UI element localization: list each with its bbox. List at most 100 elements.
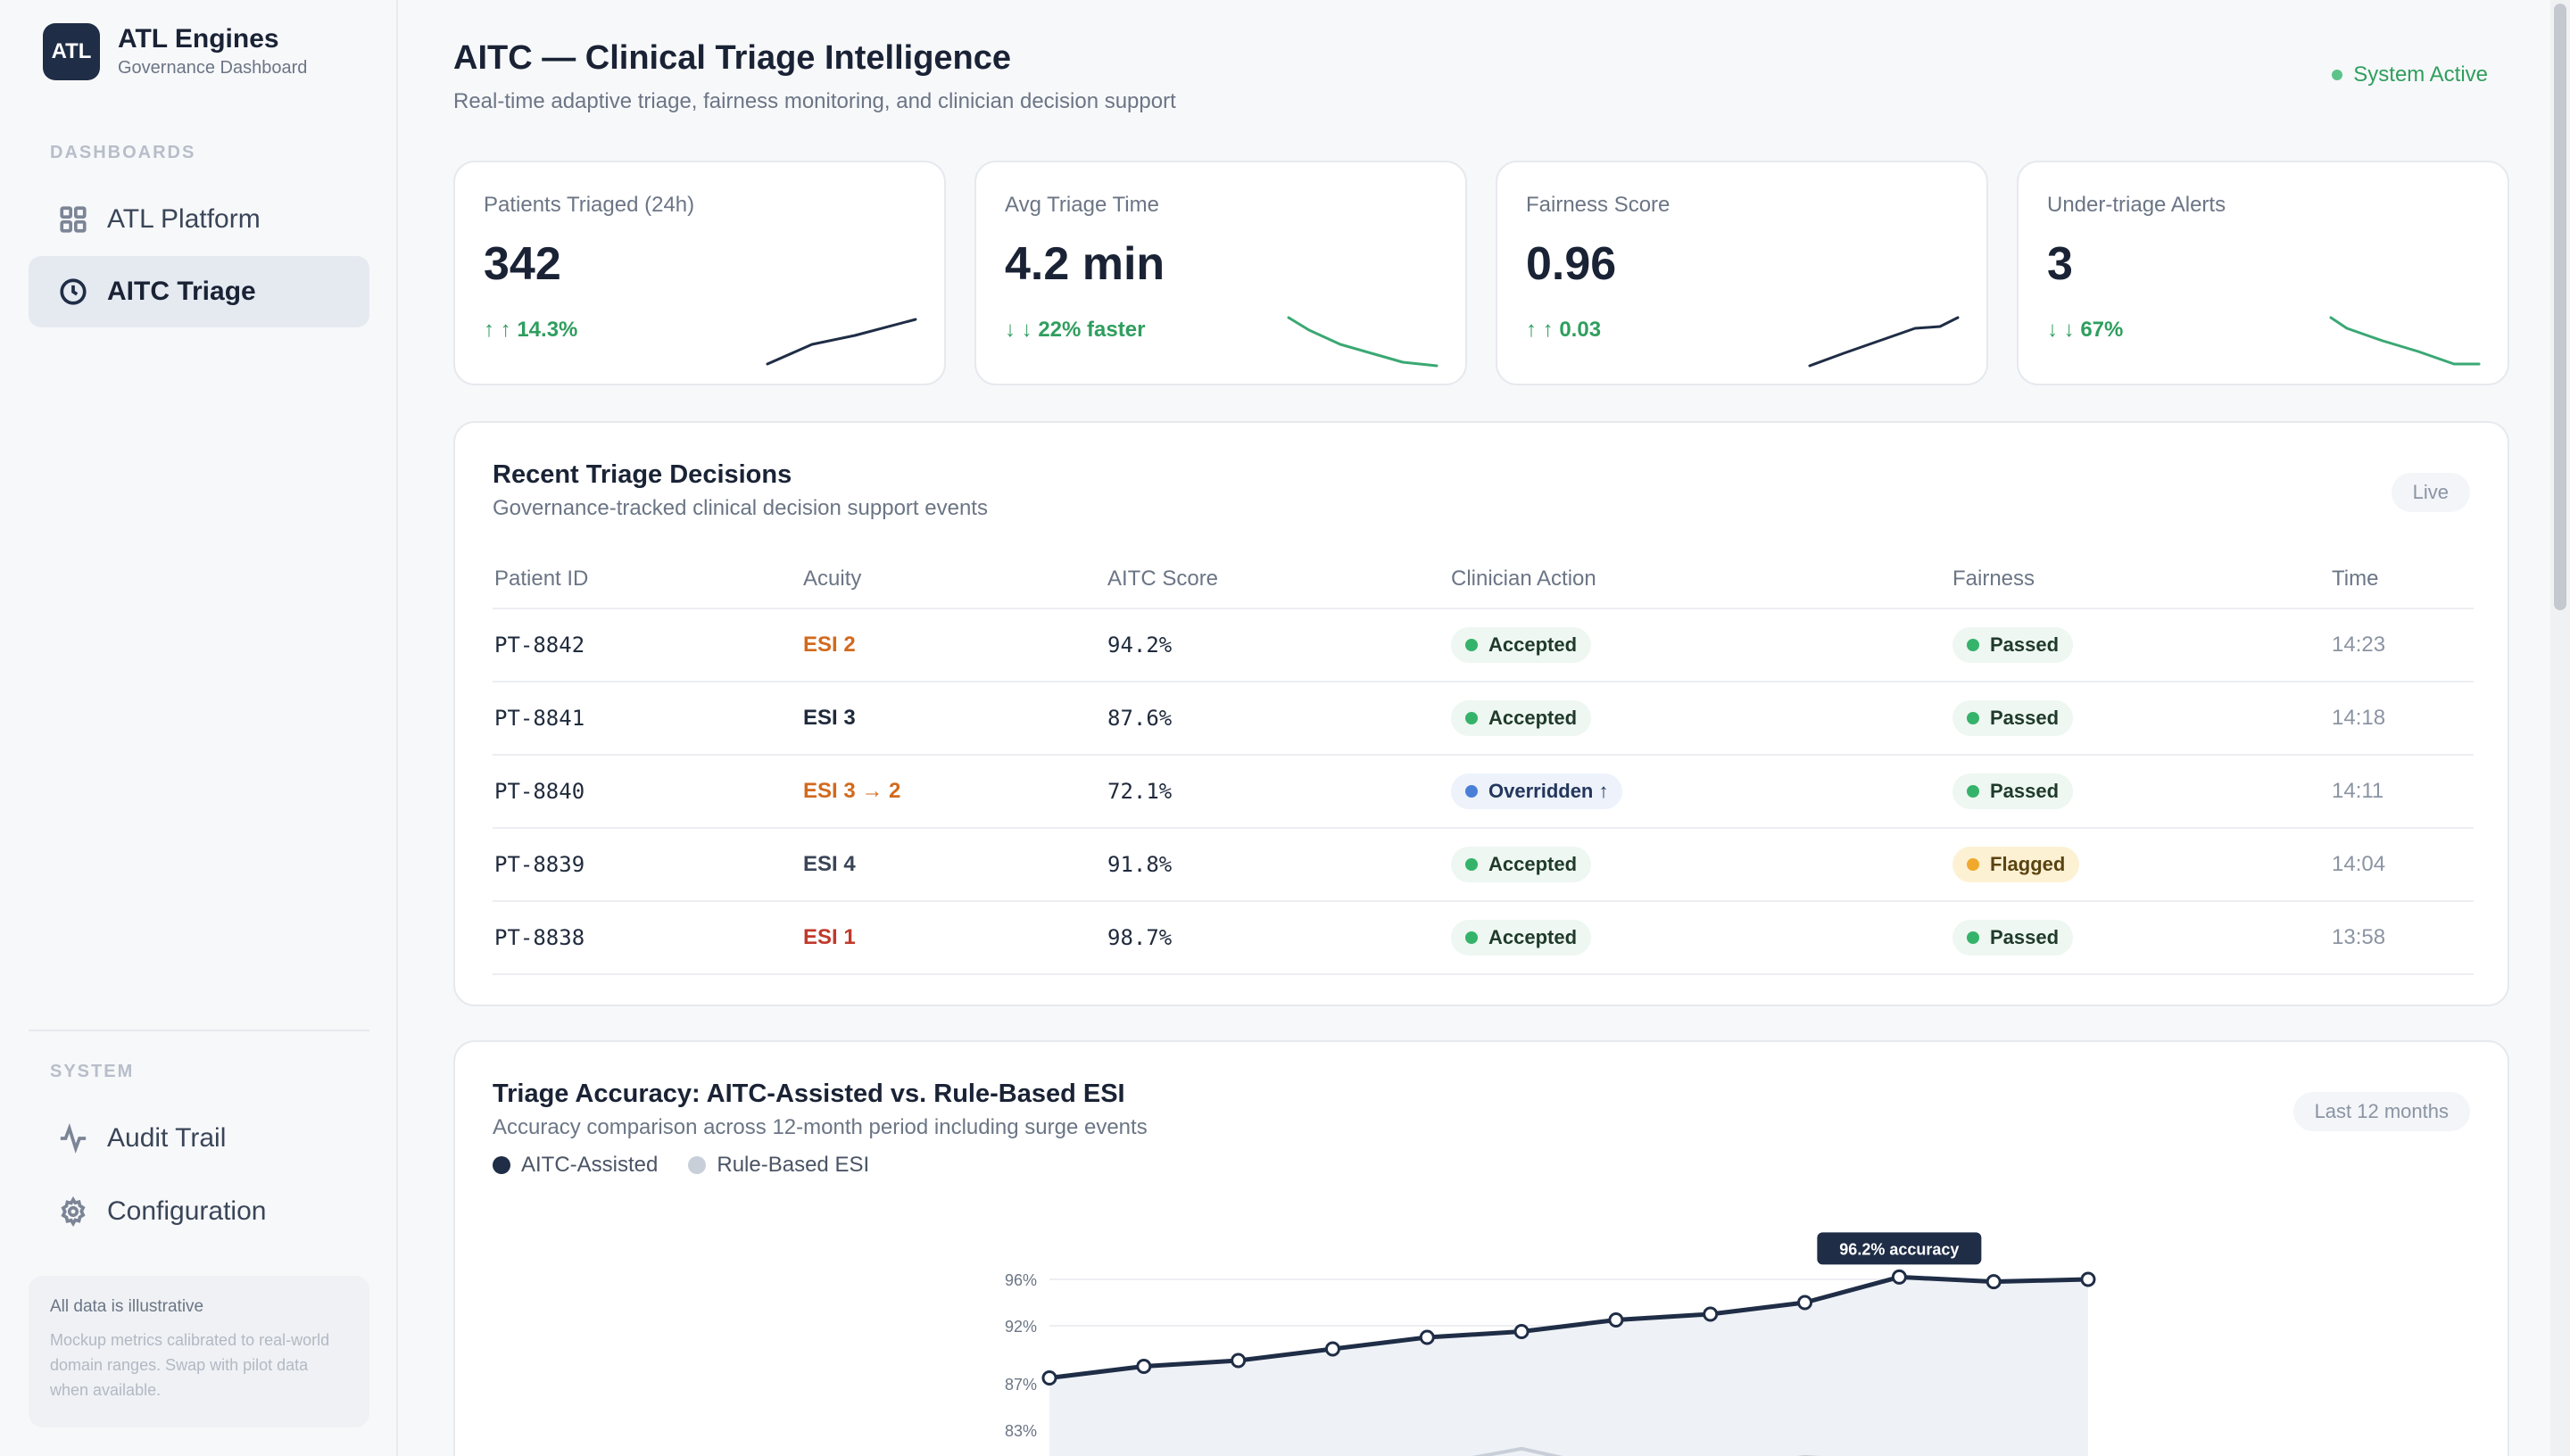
data-point-aitc (1986, 1274, 2002, 1290)
column-header[interactable]: Patient ID (493, 550, 801, 609)
column-header[interactable]: AITC Score (1106, 550, 1449, 609)
kpi-delta: ↓ ↓ 67% (2047, 318, 2124, 342)
column-header[interactable]: Acuity (801, 550, 1106, 609)
aitc-score: 87.6% (1106, 682, 1449, 756)
clinician-action-cell: Accepted (1449, 682, 1951, 756)
y-tick-label: 96% (1005, 1271, 1037, 1289)
sidebar-item-label: AITC Triage (107, 277, 256, 306)
data-point-aitc (1324, 1341, 1340, 1357)
action-label: Accepted (1488, 633, 1578, 656)
patient-id: PT-8840 (493, 755, 801, 829)
fairness-label: Passed (1990, 780, 2060, 802)
aitc-score: 98.7% (1106, 901, 1449, 975)
brand-subtitle: Governance Dashboard (118, 58, 308, 78)
column-header[interactable]: Time (2330, 550, 2474, 609)
table-row[interactable]: PT-8842 ESI 2 94.2% Accepted Passed 14:23 (493, 608, 2474, 682)
table-row[interactable]: PT-8839 ESI 4 91.8% Accepted Flagged 14:04 (493, 828, 2474, 902)
clinician-action-cell: Accepted (1449, 608, 1951, 682)
main-content: AITC — Clinical Triage Intelligence Real… (398, 0, 2570, 1456)
kpi-value: 4.2 min (1005, 238, 1165, 290)
data-point-aitc (1041, 1370, 1057, 1386)
legend-swatch (493, 1156, 510, 1174)
brand[interactable]: ATL ATL Engines Governance Dashboard (43, 23, 307, 80)
sidebar-divider (29, 1030, 369, 1031)
legend-label: AITC-Assisted (521, 1153, 659, 1177)
y-tick-label: 87% (1005, 1376, 1037, 1394)
status-dot-icon (2332, 70, 2343, 80)
data-point-aitc (1891, 1269, 1907, 1285)
sidebar-item-label: Configuration (107, 1196, 267, 1226)
patient-id: PT-8838 (493, 901, 801, 975)
acuity-level: ESI 2 (801, 608, 1106, 682)
legend-label: Rule-Based ESI (717, 1153, 870, 1177)
fairness-badge: Passed (1952, 920, 2074, 956)
table-row[interactable]: PT-8841 ESI 3 87.6% Accepted Passed 14:18 (493, 682, 2474, 756)
patient-id: PT-8842 (493, 608, 801, 682)
action-badge: Accepted (1451, 627, 1592, 663)
kpi-label: Fairness Score (1526, 193, 1670, 217)
kpi-card-patients-triaged[interactable]: Patients Triaged (24h) 342 ↑ ↑ 14.3% (453, 161, 946, 385)
acuity-level: ESI 3 (801, 682, 1106, 756)
fairness-badge: Passed (1952, 774, 2074, 809)
kpi-card-fairness-score[interactable]: Fairness Score 0.96 ↑ ↑ 0.03 (1496, 161, 1988, 385)
fairness-cell: Passed (1951, 901, 2330, 975)
acuity-level: ESI 4 (801, 828, 1106, 902)
kpi-value: 342 (484, 238, 561, 290)
status-dot-icon (1967, 931, 1979, 944)
fairness-badge: Flagged (1952, 847, 2080, 882)
decision-time: 14:11 (2330, 755, 2474, 829)
fairness-label: Flagged (1990, 853, 2066, 875)
sidebar-item-configuration[interactable]: Configuration (29, 1176, 369, 1247)
acuity-level: ESI 3 → 2 (801, 755, 1106, 829)
aitc-area (1049, 1277, 2088, 1456)
patient-id: PT-8839 (493, 828, 801, 902)
fairness-label: Passed (1990, 707, 2060, 729)
clinician-action-cell: Accepted (1449, 901, 1951, 975)
sidebar-item-audit-trail[interactable]: Audit Trail (29, 1103, 369, 1174)
note-title: All data is illustrative (50, 1297, 204, 1316)
tooltip-box (1817, 1232, 1982, 1265)
note-body: Mockup metrics calibrated to real-world … (50, 1331, 330, 1399)
action-label: Accepted (1488, 853, 1578, 875)
scrollbar[interactable] (2550, 0, 2570, 1456)
aitc-score: 94.2% (1106, 608, 1449, 682)
table-row[interactable]: PT-8838 ESI 1 98.7% Accepted Passed 13:58 (493, 901, 2474, 975)
status-dot-icon (1465, 858, 1478, 871)
table-row[interactable]: PT-8840 ESI 3 → 2 72.1% Overridden ↑ Passed 1… (493, 755, 2474, 829)
column-header[interactable]: Fairness (1951, 550, 2330, 609)
sparkline-down (2329, 316, 2481, 366)
kpi-value: 3 (2047, 238, 2073, 290)
clock-icon (57, 276, 89, 308)
legend-item-aitc[interactable]: AITC-Assisted (493, 1153, 658, 1178)
acuity-level: ESI 1 (801, 901, 1106, 975)
status-dot-icon (1967, 639, 1979, 651)
legend-swatch (688, 1156, 707, 1174)
decision-time: 14:04 (2330, 828, 2474, 902)
kpi-card-under-triage-alerts[interactable]: Under-triage Alerts 3 ↓ ↓ 67% (2017, 161, 2509, 385)
kpi-card-avg-triage-time[interactable]: Avg Triage Time 4.2 min ↓ ↓ 22% faster (974, 161, 1467, 385)
sparkline-down (1287, 316, 1438, 368)
series-line-aitc (1049, 1274, 2089, 1380)
sidebar-item-atl-platform[interactable]: ATL Platform (29, 184, 369, 255)
time-range-selector[interactable]: Last 12 months (2292, 1092, 2470, 1131)
card-title: Triage Accuracy: AITC-Assisted vs. Rule-… (493, 1080, 1125, 1108)
data-point-aitc (1608, 1312, 1624, 1328)
scrollbar-thumb[interactable] (2554, 4, 2566, 610)
page-subtitle: Real-time adaptive triage, fairness moni… (453, 89, 1176, 113)
status-label: System Active (2353, 62, 2488, 87)
data-point-aitc (1231, 1353, 1247, 1369)
status-dot-icon (1465, 785, 1478, 798)
status-dot-icon (1967, 785, 1979, 798)
table-header-row: Patient ID Acuity AITC Score Clinician A… (493, 550, 2474, 609)
sidebar-item-aitc-triage[interactable]: AITC Triage (29, 256, 369, 327)
action-badge: Accepted (1451, 700, 1592, 736)
fairness-cell: Passed (1951, 682, 2330, 756)
legend-item-rule-based[interactable]: Rule-Based ESI (688, 1153, 869, 1178)
data-point-aitc (1419, 1329, 1435, 1345)
grid-icon (57, 203, 89, 236)
decisions-table: Patient ID Acuity AITC Score Clinician A… (493, 550, 2474, 975)
system-status: System Active (2332, 62, 2488, 87)
decision-time: 13:58 (2330, 901, 2474, 975)
activity-icon (57, 1122, 89, 1154)
column-header[interactable]: Clinician Action (1449, 550, 1951, 609)
